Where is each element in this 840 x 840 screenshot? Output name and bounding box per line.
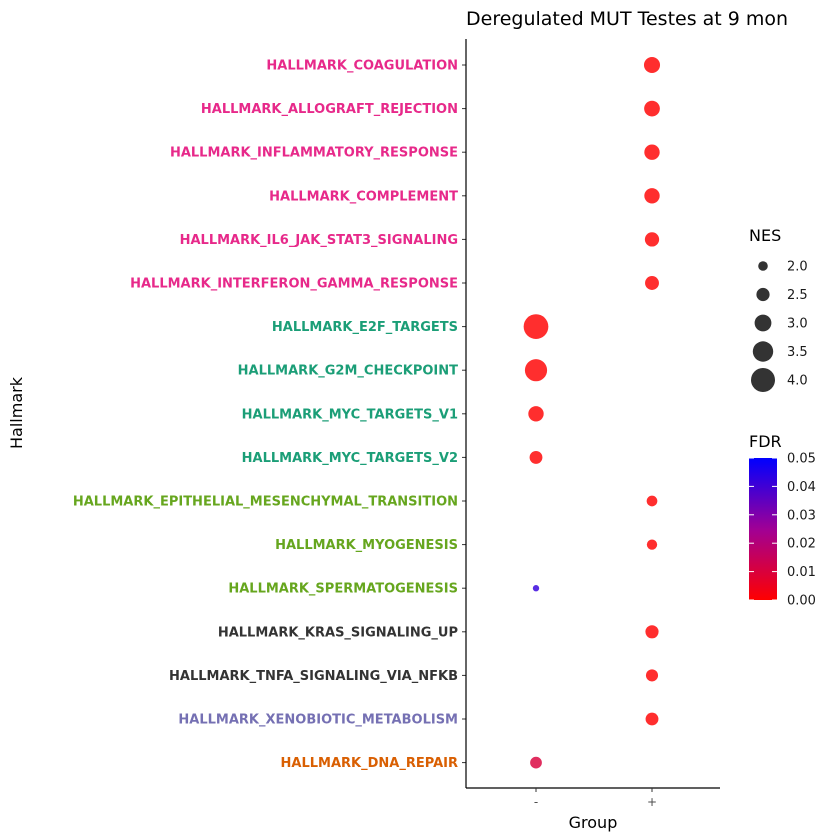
size-legend-label: 3.0 (787, 317, 808, 332)
y-axis-ticks (462, 64, 466, 764)
y-tick-label: HALLMARK_XENOBIOTIC_METABOLISM (178, 713, 458, 728)
color-legend-label: 0.05 (787, 452, 816, 467)
data-point (532, 585, 540, 592)
data-point (645, 712, 659, 726)
size-legend-label: 2.0 (787, 260, 808, 275)
y-tick-label: HALLMARK_ALLOGRAFT_REJECTION (201, 102, 458, 117)
y-tick-label: HALLMARK_INTERFERON_GAMMA_RESPONSE (130, 277, 458, 292)
data-point (644, 232, 660, 247)
data-point (530, 756, 542, 769)
y-tick-label: HALLMARK_COMPLEMENT (269, 189, 458, 204)
size-legend: NES 2.0 2.5 3.0 3.5 4.0 (749, 226, 808, 392)
data-point (644, 188, 660, 204)
y-tick-label: HALLMARK_COAGULATION (266, 59, 458, 74)
y-tick-label: HALLMARK_E2F_TARGETS (272, 320, 458, 335)
color-legend-label: 0.03 (787, 508, 816, 523)
data-point (528, 406, 544, 422)
y-tick-label: HALLMARK_INFLAMMATORY_RESPONSE (170, 146, 458, 161)
data-point (645, 625, 659, 639)
y-tick-label: HALLMARK_TNFA_SIGNALING_VIA_NFKB (169, 669, 458, 684)
y-tick-label: HALLMARK_EPITHELIAL_MESENCHYMAL_TRANSITI… (73, 495, 458, 510)
x-tick-label: + (647, 795, 657, 809)
data-point (644, 144, 660, 160)
y-axis-labels: HALLMARK_COAGULATION HALLMARK_ALLOGRAFT_R… (73, 59, 458, 772)
y-tick-label: HALLMARK_MYC_TARGETS_V2 (242, 451, 458, 466)
y-tick-label: HALLMARK_KRAS_SIGNALING_UP (218, 625, 458, 640)
color-legend-label: 0.02 (787, 537, 816, 552)
y-tick-label: HALLMARK_MYC_TARGETS_V1 (242, 407, 458, 422)
color-legend-label: 0.04 (787, 480, 816, 495)
x-tick-label: - (534, 795, 538, 809)
data-point (644, 100, 660, 117)
color-legend: FDR 0.00 0.01 0.02 0.03 0.04 0.05 (749, 432, 816, 609)
color-legend-bar (749, 458, 777, 600)
data-point (643, 56, 661, 74)
y-tick-label: HALLMARK_MYOGENESIS (275, 538, 458, 553)
size-legend-label: 3.5 (787, 345, 808, 360)
data-point (645, 669, 659, 682)
size-legend-key (754, 314, 772, 332)
size-legend-key (752, 341, 774, 362)
x-axis-ticks: - + (534, 788, 657, 809)
data-point (646, 539, 658, 550)
data-point (524, 359, 548, 382)
chart-title: Deregulated MUT Testes at 9 mon (466, 8, 788, 30)
color-legend-label: 0.00 (787, 594, 816, 609)
size-legend-label: 4.0 (787, 374, 808, 389)
size-legend-key (758, 261, 768, 271)
data-point (529, 450, 543, 464)
data-points (523, 56, 661, 769)
y-tick-label: HALLMARK_G2M_CHECKPOINT (238, 364, 458, 379)
x-axis-title: Group (569, 813, 618, 832)
y-tick-label: HALLMARK_IL6_JAK_STAT3_SIGNALING (180, 233, 458, 248)
size-legend-key (751, 368, 775, 392)
y-tick-label: HALLMARK_SPERMATOGENESIS (228, 582, 458, 597)
data-point (645, 276, 659, 290)
color-legend-title: FDR (749, 432, 782, 451)
y-axis-title: Hallmark (7, 376, 26, 449)
data-point (523, 314, 549, 339)
y-tick-label: HALLMARK_DNA_REPAIR (281, 756, 458, 771)
size-legend-label: 2.5 (787, 288, 808, 303)
color-legend-label: 0.01 (787, 565, 816, 580)
size-legend-key (756, 287, 770, 302)
size-legend-title: NES (749, 226, 781, 245)
data-point (646, 495, 658, 507)
